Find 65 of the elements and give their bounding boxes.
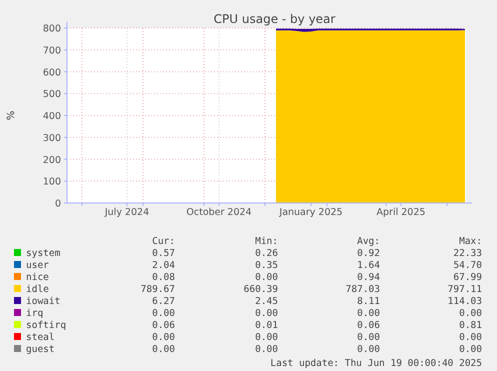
text: 789.67 bbox=[140, 284, 175, 295]
text: 787.03 bbox=[346, 284, 380, 295]
text: 114.03 bbox=[448, 296, 482, 307]
text: 0.00 bbox=[357, 332, 380, 343]
text: 0.92 bbox=[357, 248, 380, 259]
chart-title: CPU usage - by year bbox=[214, 12, 336, 26]
legend-label: nice bbox=[26, 272, 50, 283]
text: 0.00 bbox=[459, 308, 482, 319]
y-tick-label: 400 bbox=[42, 111, 61, 122]
text: 22.33 bbox=[453, 248, 482, 259]
y-tick-label: 300 bbox=[42, 132, 61, 144]
text: 0.00 bbox=[255, 344, 278, 355]
text: 0.00 bbox=[152, 332, 176, 343]
text: 660.39 bbox=[244, 284, 278, 295]
text: 0.06 bbox=[357, 320, 380, 331]
y-tick-label: 600 bbox=[42, 67, 61, 78]
text: 0.00 bbox=[152, 308, 176, 319]
text: 0.00 bbox=[152, 344, 176, 355]
text: 797.11 bbox=[448, 284, 482, 295]
legend-label: irq bbox=[26, 308, 44, 319]
y-tick-label: 100 bbox=[42, 176, 61, 188]
text: 0.00 bbox=[357, 344, 380, 355]
text: Last update: Thu Jun 19 00:00:40 2025 bbox=[270, 358, 482, 369]
legend-label: guest bbox=[26, 344, 55, 355]
x-tick-label: July 2024 bbox=[104, 207, 150, 218]
text: 1.64 bbox=[357, 260, 380, 271]
y-tick-label: 500 bbox=[42, 89, 61, 100]
text: 0.00 bbox=[459, 344, 482, 355]
text: 0.26 bbox=[255, 248, 278, 259]
text: Avg: bbox=[357, 236, 380, 247]
text: 2.04 bbox=[152, 260, 176, 271]
text: Min: bbox=[255, 236, 278, 247]
text: 0.00 bbox=[255, 332, 278, 343]
text: 0.08 bbox=[152, 272, 176, 283]
text: 0.00 bbox=[255, 308, 278, 319]
text: 0.00 bbox=[357, 308, 380, 319]
y-tick-label: 800 bbox=[42, 24, 61, 34]
text: 0.00 bbox=[459, 332, 482, 343]
legend-label: idle bbox=[26, 284, 50, 295]
text: Max: bbox=[459, 236, 482, 247]
text: 2.45 bbox=[255, 296, 278, 307]
x-tick-label: April 2025 bbox=[376, 207, 426, 218]
legend-label: iowait bbox=[26, 296, 60, 307]
text: Cur: bbox=[152, 236, 175, 247]
text: 0.00 bbox=[255, 272, 278, 283]
legend-label: softirq bbox=[26, 320, 66, 331]
y-tick-label: 200 bbox=[42, 154, 61, 166]
text: 8.11 bbox=[357, 296, 380, 307]
y-axis-title: % bbox=[6, 110, 17, 120]
text: 67.99 bbox=[453, 272, 482, 283]
text: 0.35 bbox=[255, 260, 278, 271]
text: 0.57 bbox=[152, 248, 175, 259]
text: 0.94 bbox=[357, 272, 380, 283]
y-tick-label: 0 bbox=[54, 198, 61, 210]
text: 6.27 bbox=[152, 296, 175, 307]
legend-label: user bbox=[26, 260, 50, 271]
y-tick-label: 700 bbox=[42, 45, 61, 56]
legend-label: steal bbox=[26, 332, 55, 343]
text: 0.01 bbox=[255, 320, 278, 331]
x-tick-label: October 2024 bbox=[186, 207, 252, 218]
legend-label: system bbox=[26, 248, 61, 259]
text: 0.81 bbox=[459, 320, 482, 331]
text: 54.70 bbox=[453, 260, 482, 271]
x-tick-label: January 2025 bbox=[278, 207, 343, 218]
text: 0.06 bbox=[152, 320, 176, 331]
